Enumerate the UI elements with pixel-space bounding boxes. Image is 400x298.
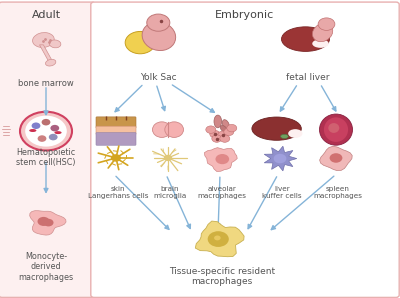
Circle shape [49, 134, 58, 140]
Text: brain
microglia: brain microglia [153, 186, 187, 199]
Circle shape [214, 235, 221, 240]
Circle shape [227, 125, 237, 132]
FancyBboxPatch shape [96, 133, 136, 145]
Ellipse shape [46, 59, 56, 66]
Text: Adult: Adult [32, 10, 60, 21]
Polygon shape [195, 221, 244, 257]
Polygon shape [30, 211, 66, 235]
Ellipse shape [220, 125, 227, 132]
Circle shape [164, 155, 172, 161]
Circle shape [111, 154, 121, 162]
Circle shape [32, 122, 40, 129]
Circle shape [318, 18, 335, 30]
Polygon shape [264, 146, 297, 171]
Circle shape [218, 131, 228, 139]
Ellipse shape [152, 122, 171, 137]
Text: Embryonic: Embryonic [214, 10, 274, 21]
Circle shape [224, 128, 234, 136]
Circle shape [330, 153, 342, 163]
Text: Hematopoietic
stem cell(HSC): Hematopoietic stem cell(HSC) [16, 148, 76, 167]
Polygon shape [40, 45, 52, 61]
Ellipse shape [32, 32, 54, 47]
Text: Tissue-specific resident
macrophages: Tissue-specific resident macrophages [169, 267, 275, 286]
Ellipse shape [54, 131, 62, 134]
Ellipse shape [312, 39, 329, 48]
Text: skin
Langerhans cells: skin Langerhans cells [88, 186, 148, 199]
Text: liver
kuffer cells: liver kuffer cells [262, 186, 302, 199]
Circle shape [43, 219, 54, 226]
FancyBboxPatch shape [96, 126, 136, 134]
Circle shape [50, 125, 59, 131]
FancyBboxPatch shape [96, 117, 136, 128]
Ellipse shape [312, 23, 333, 42]
Circle shape [125, 32, 155, 54]
Ellipse shape [280, 134, 288, 139]
Ellipse shape [214, 115, 222, 128]
Circle shape [42, 119, 50, 125]
Circle shape [210, 131, 220, 138]
Circle shape [20, 112, 72, 150]
Ellipse shape [142, 22, 176, 51]
Polygon shape [204, 148, 237, 171]
Circle shape [220, 135, 230, 142]
Ellipse shape [165, 122, 184, 137]
Circle shape [212, 135, 222, 142]
Text: Yolk Sac: Yolk Sac [140, 73, 176, 82]
Ellipse shape [328, 123, 339, 133]
Circle shape [38, 217, 50, 226]
Ellipse shape [222, 120, 229, 129]
Ellipse shape [252, 117, 301, 140]
FancyBboxPatch shape [91, 2, 399, 297]
Circle shape [216, 154, 229, 164]
Circle shape [25, 116, 67, 147]
Polygon shape [320, 146, 352, 171]
Text: fetal liver: fetal liver [286, 73, 330, 82]
Ellipse shape [320, 114, 352, 145]
Text: Monocyte-
derived
macrophages: Monocyte- derived macrophages [18, 252, 74, 282]
Ellipse shape [49, 40, 61, 48]
FancyBboxPatch shape [0, 2, 95, 297]
Text: alveolar
macrophages: alveolar macrophages [198, 186, 246, 199]
Text: bone marrow: bone marrow [18, 79, 74, 88]
Ellipse shape [324, 117, 348, 142]
Text: spleen
macrophages: spleen macrophages [314, 186, 362, 199]
Ellipse shape [29, 129, 36, 132]
Ellipse shape [288, 129, 302, 138]
Ellipse shape [282, 27, 330, 51]
Circle shape [38, 135, 46, 142]
Circle shape [206, 126, 216, 134]
Circle shape [147, 14, 170, 31]
Circle shape [208, 231, 229, 247]
Circle shape [274, 154, 286, 163]
